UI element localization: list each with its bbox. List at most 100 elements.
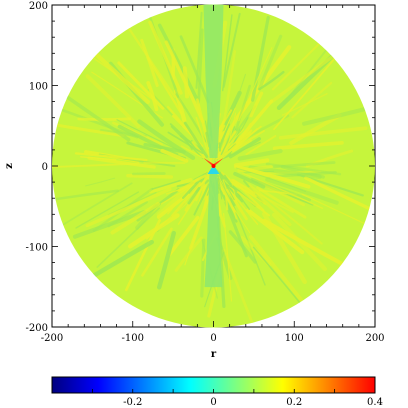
turbulence-mark <box>218 123 231 149</box>
turbulence-mark <box>231 139 252 153</box>
y-axis: 200 100 0 -100 -200 <box>26 1 375 334</box>
filament-mark <box>296 173 364 197</box>
filament-mark <box>56 182 133 230</box>
filament-mark <box>251 15 270 102</box>
filament-mark <box>127 213 180 249</box>
filament-mark <box>257 34 283 91</box>
turbulence-mark <box>220 141 261 161</box>
filament-mark <box>148 177 193 194</box>
turbulence-mark <box>228 112 237 143</box>
filament-mark <box>229 197 266 286</box>
y-tick-label: 100 <box>29 82 48 93</box>
filament-mark <box>151 179 181 190</box>
turbulence-mark <box>229 139 240 149</box>
filament-mark <box>248 183 323 245</box>
filament-mark <box>87 156 156 169</box>
filament-mark <box>146 81 159 112</box>
filament-mark <box>157 230 176 290</box>
jet-upper <box>203 4 224 158</box>
turbulence-mark <box>171 182 202 218</box>
filament-mark <box>256 186 307 219</box>
y-axis-title: z <box>4 163 15 169</box>
jet-lower <box>204 174 223 288</box>
colorbar-tick-label: 0.4 <box>367 397 383 408</box>
filament-mark <box>200 238 206 298</box>
filament-mark <box>273 57 336 131</box>
turbulence-mark <box>215 169 238 193</box>
filament-mark <box>179 35 210 104</box>
filament-mark <box>269 50 340 105</box>
turbulence-mark <box>232 181 266 205</box>
filament-mark <box>157 23 199 102</box>
turbulence-mark <box>183 121 209 158</box>
filament-mark <box>52 189 119 202</box>
filament-mark <box>271 212 328 272</box>
turbulence-mark <box>197 170 212 206</box>
filament-mark <box>291 81 333 119</box>
colorbar-tick-label: 0.2 <box>286 397 302 408</box>
filament-mark <box>126 174 174 179</box>
filament-mark <box>238 47 273 122</box>
filament-mark <box>85 177 116 187</box>
filament-mark <box>74 152 148 162</box>
filament-mark <box>237 164 273 173</box>
filament-mark <box>281 93 328 116</box>
filament-mark <box>140 38 159 87</box>
filament-mark <box>126 25 176 98</box>
turbulence-mark <box>167 131 204 155</box>
filament-mark <box>249 235 303 302</box>
y-tick-label: -100 <box>26 243 48 254</box>
y-tick-label: -200 <box>26 323 48 334</box>
turbulence-mark <box>160 180 202 205</box>
filament-mark <box>148 20 183 95</box>
filament-mark <box>117 124 179 157</box>
filament-mark <box>137 119 196 160</box>
filament-mark <box>195 11 203 89</box>
filament-mark <box>110 202 161 235</box>
turbulence-mark <box>193 183 211 216</box>
turbulence-mark <box>217 179 236 213</box>
colorbar-tick-label: 0 <box>210 397 216 408</box>
filament-mark <box>132 172 166 176</box>
turbulence-mark <box>225 184 235 201</box>
filament-mark <box>91 71 163 119</box>
turbulence-mark <box>217 132 230 160</box>
filament-mark <box>258 70 285 91</box>
filament-mark <box>80 156 117 161</box>
filament-mark <box>141 227 173 277</box>
turbulence-mark <box>217 176 223 200</box>
turbulence-mark <box>167 179 198 215</box>
filament-mark <box>85 187 172 228</box>
filament-mark <box>167 215 200 257</box>
filament-mark <box>233 171 266 189</box>
core-cold-mark <box>207 165 220 174</box>
filament-mark <box>222 12 241 88</box>
filament-mark <box>249 91 264 118</box>
turbulence-mark <box>177 174 207 192</box>
filament-mark <box>85 74 141 129</box>
x-axis: -200 -100 0 100 200 <box>41 5 385 344</box>
filament-mark <box>160 148 189 163</box>
heatmap-disk <box>52 4 375 328</box>
filament-mark <box>245 134 277 156</box>
filament-mark <box>252 246 305 309</box>
filament-mark <box>75 191 140 229</box>
turbulence-mark <box>180 145 205 159</box>
filament-mark <box>56 123 125 138</box>
x-tick-label: -100 <box>122 333 144 344</box>
y-tick-label: 200 <box>29 1 48 12</box>
x-tick-label: 200 <box>365 333 384 344</box>
filament-mark <box>233 158 270 168</box>
core-dot <box>211 164 216 168</box>
turbulence-mark <box>195 171 210 202</box>
turbulence-mark <box>195 117 212 163</box>
filament-mark <box>197 28 204 104</box>
colorbar: -0.2 0 0.2 0.4 <box>51 376 383 408</box>
filament-mark <box>237 148 283 161</box>
x-tick-label: 100 <box>285 333 304 344</box>
turbulence-mark <box>187 186 201 205</box>
colorbar-tick-label: -0.2 <box>123 397 142 408</box>
filament-mark <box>234 84 251 133</box>
filament-mark <box>272 141 344 151</box>
